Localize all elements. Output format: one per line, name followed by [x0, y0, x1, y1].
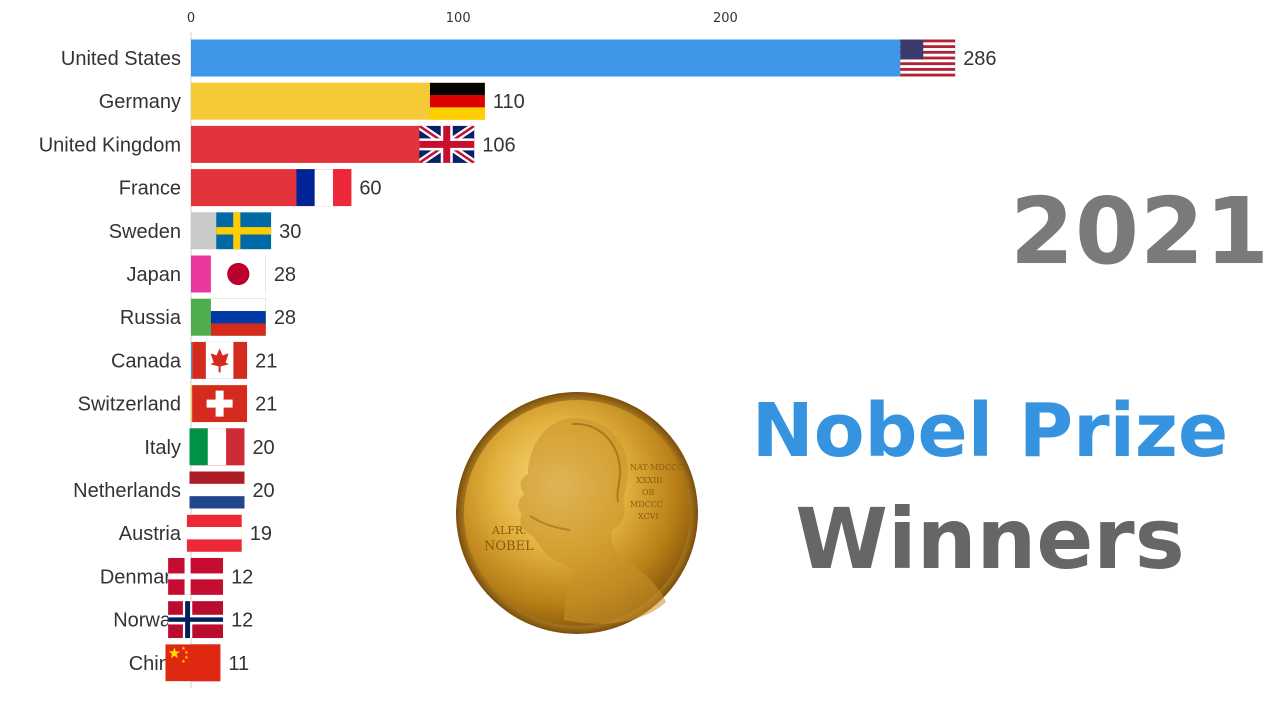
medal-right-text: NAT·MDCCC: [630, 463, 683, 472]
value-label: 286: [963, 48, 996, 70]
category-label: United Kingdom: [39, 134, 181, 156]
category-label: Italy: [144, 437, 181, 459]
category-label: Canada: [111, 350, 182, 372]
us-flag-icon: [900, 39, 956, 77]
category-label: United States: [61, 48, 181, 70]
value-label: 110: [493, 91, 525, 113]
category-label: Germany: [99, 91, 181, 113]
value-label: 19: [250, 523, 272, 545]
norway-flag-icon: [168, 601, 224, 639]
category-label: Denmark: [100, 566, 182, 588]
uk-flag-icon: [419, 125, 475, 163]
value-label: 21: [255, 394, 277, 416]
year-label: 2021: [1010, 178, 1271, 285]
denmark-flag-icon: [168, 557, 224, 595]
value-label: 11: [228, 653, 249, 675]
value-label: 20: [252, 437, 274, 459]
category-label: Netherlands: [73, 480, 181, 502]
austria-flag-icon: [186, 514, 242, 552]
svg-text:NOBEL: NOBEL: [484, 539, 534, 554]
netherlands-flag-icon: [189, 471, 245, 509]
x-tick-label: 100: [446, 11, 471, 26]
value-label: 106: [482, 134, 515, 156]
category-label: Austria: [119, 523, 182, 545]
category-label: Norway: [113, 610, 181, 632]
svg-text:OB: OB: [642, 488, 655, 497]
svg-text:XCVI: XCVI: [638, 512, 659, 521]
value-label: 28: [274, 264, 296, 286]
value-label: 21: [255, 350, 277, 372]
canada-flag-icon: [192, 341, 248, 379]
germany-flag-icon: [429, 82, 485, 120]
svg-text:XXXIII: XXXIII: [636, 476, 663, 485]
france-flag-icon: [296, 169, 352, 207]
profile-relief: [518, 417, 666, 624]
category-label: Switzerland: [78, 394, 181, 416]
value-label: 12: [231, 610, 253, 632]
japan-flag-icon: [210, 255, 266, 293]
sweden-flag-icon: [216, 212, 272, 250]
value-label: 28: [274, 307, 296, 329]
x-tick-label: 200: [713, 11, 738, 26]
italy-flag-icon: [189, 428, 245, 466]
china-flag-icon: [165, 644, 221, 682]
value-label: 20: [252, 480, 274, 502]
title-line1: Nobel Prize: [751, 388, 1229, 474]
medal-left-text: ALFR.: [491, 524, 527, 537]
title-line2: Winners: [795, 490, 1185, 588]
x-tick-label: 0: [187, 11, 195, 26]
value-label: 30: [279, 221, 301, 243]
value-label: 12: [231, 566, 253, 588]
value-label: 60: [359, 178, 381, 200]
category-label: Russia: [120, 307, 182, 329]
switzerland-flag-icon: [192, 385, 248, 423]
category-label: Sweden: [109, 221, 181, 243]
russia-flag-icon: [210, 298, 266, 336]
bar: [191, 39, 956, 77]
category-label: France: [119, 178, 181, 200]
category-label: Japan: [127, 264, 182, 286]
svg-text:MDCCC: MDCCC: [630, 500, 663, 509]
nobel-medal-image: ALFR. NOBEL NAT·MDCCC XXXIII OB MDCCC XC…: [456, 392, 698, 634]
